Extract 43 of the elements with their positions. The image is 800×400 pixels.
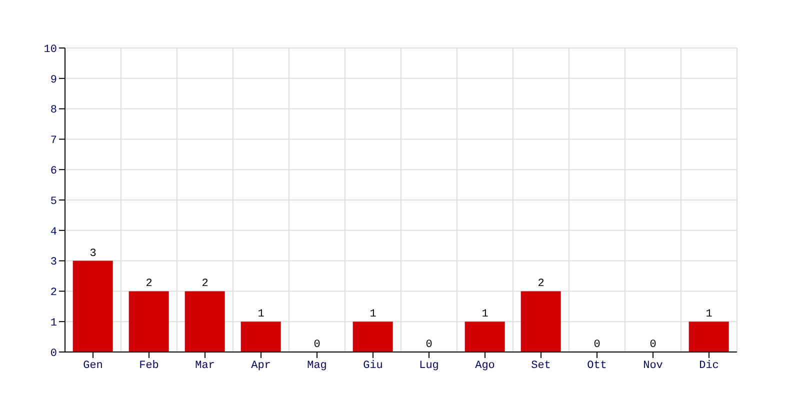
x-tick-label: Mag [307, 360, 327, 372]
y-tick-label: 4 [50, 226, 58, 238]
bar [72, 260, 113, 352]
bar [240, 322, 281, 352]
y-tick-label: 1 [50, 318, 58, 330]
bar [520, 291, 561, 352]
data-label: 1 [482, 308, 489, 321]
x-tick-label: Ago [475, 360, 495, 372]
y-tick-label: 2 [50, 287, 57, 300]
x-tick-label: Giu [363, 360, 383, 372]
y-tick-label: 8 [50, 104, 57, 117]
y-tick-label: 9 [50, 74, 57, 86]
x-tick-label: Ott [587, 360, 607, 372]
data-label: 2 [538, 278, 544, 290]
x-tick-label: Lug [419, 360, 439, 372]
data-label: 0 [650, 339, 656, 351]
data-label: 2 [146, 278, 152, 290]
data-label: 0 [594, 339, 600, 351]
x-tick-label: Feb [139, 360, 159, 372]
x-tick-label: Dic [699, 360, 719, 372]
data-label: 1 [706, 308, 713, 321]
bar [128, 291, 169, 352]
y-tick-label: 3 [50, 256, 57, 269]
bar [464, 322, 505, 352]
data-label: 2 [202, 278, 208, 290]
y-tick-label: 10 [44, 44, 57, 56]
data-label: 1 [370, 308, 377, 321]
data-label: 1 [258, 308, 265, 321]
bar [352, 322, 393, 352]
y-tick-label: 6 [50, 166, 57, 178]
x-tick-label: Set [531, 360, 551, 372]
data-label: 0 [314, 339, 320, 351]
data-label: 0 [426, 339, 432, 351]
x-tick-label: Gen [83, 360, 103, 372]
x-tick-label: Mar [195, 360, 215, 372]
x-tick-label: Nov [643, 360, 664, 372]
y-tick-label: 7 [50, 135, 57, 148]
x-tick-label: Apr [251, 360, 271, 372]
y-tick-label: 0 [50, 348, 57, 360]
bar [184, 291, 225, 352]
bar [688, 322, 729, 352]
y-tick-label: 5 [50, 196, 57, 208]
data-label: 3 [90, 248, 96, 260]
